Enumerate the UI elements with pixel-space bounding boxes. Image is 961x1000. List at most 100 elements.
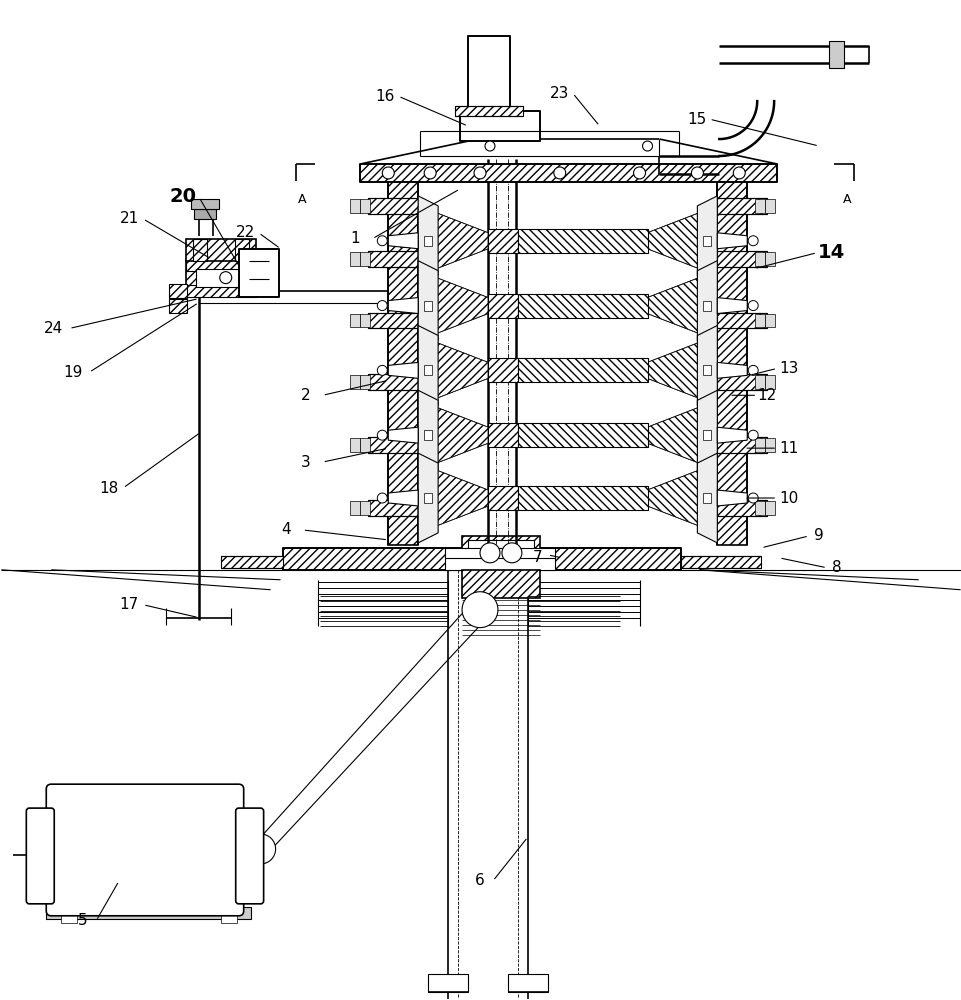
Bar — [517, 486, 647, 510]
Circle shape — [554, 167, 565, 179]
Bar — [350, 438, 360, 452]
Bar — [368, 198, 418, 214]
Polygon shape — [647, 463, 717, 533]
Circle shape — [691, 167, 702, 179]
Text: 8: 8 — [831, 560, 841, 575]
Polygon shape — [717, 490, 747, 506]
Polygon shape — [388, 233, 418, 249]
Bar — [368, 374, 418, 390]
Polygon shape — [697, 326, 717, 415]
Text: 6: 6 — [475, 873, 484, 888]
Polygon shape — [388, 490, 418, 506]
Polygon shape — [717, 233, 747, 249]
Circle shape — [502, 543, 521, 563]
Polygon shape — [418, 271, 487, 340]
Polygon shape — [418, 335, 487, 405]
Circle shape — [461, 592, 498, 628]
Bar — [461, 536, 539, 571]
Circle shape — [748, 493, 757, 503]
Bar — [192, 239, 207, 261]
Circle shape — [377, 493, 387, 503]
Text: 21: 21 — [119, 211, 138, 226]
Bar — [196, 269, 245, 287]
Bar — [424, 430, 431, 440]
Circle shape — [245, 834, 275, 864]
Polygon shape — [418, 400, 487, 470]
Polygon shape — [418, 335, 487, 405]
Text: 1: 1 — [350, 231, 359, 246]
Text: 4: 4 — [281, 522, 290, 537]
Polygon shape — [418, 463, 487, 533]
Bar — [461, 570, 539, 598]
Bar — [702, 493, 710, 503]
Circle shape — [474, 167, 485, 179]
Circle shape — [377, 365, 387, 375]
Bar — [360, 164, 776, 182]
Bar — [404, 301, 411, 311]
Circle shape — [748, 430, 757, 440]
Circle shape — [382, 167, 394, 179]
Bar — [46, 907, 251, 919]
Polygon shape — [388, 362, 418, 378]
Bar — [368, 437, 418, 453]
Bar — [238, 249, 279, 297]
Text: 19: 19 — [63, 365, 83, 380]
Text: 2: 2 — [301, 388, 310, 403]
Bar — [234, 239, 248, 261]
Bar — [283, 548, 680, 570]
Bar — [459, 111, 539, 141]
Text: 20: 20 — [169, 187, 196, 206]
Circle shape — [748, 301, 757, 311]
Polygon shape — [697, 453, 717, 543]
Polygon shape — [647, 335, 717, 405]
Circle shape — [748, 365, 757, 375]
Text: A: A — [842, 193, 850, 206]
Bar — [468, 540, 533, 567]
Text: 7: 7 — [532, 550, 542, 565]
Bar — [360, 252, 370, 266]
Text: 13: 13 — [778, 361, 798, 376]
Polygon shape — [647, 400, 717, 470]
Text: 22: 22 — [235, 225, 255, 240]
Text: 11: 11 — [778, 441, 798, 456]
Circle shape — [377, 301, 387, 311]
Polygon shape — [418, 453, 437, 543]
Bar — [400, 429, 418, 441]
Bar — [360, 375, 370, 389]
Bar — [702, 430, 710, 440]
Bar — [717, 374, 766, 390]
Bar — [350, 199, 360, 213]
Bar — [754, 199, 764, 213]
Text: 5: 5 — [78, 913, 87, 928]
Bar — [360, 199, 370, 213]
Bar — [754, 438, 764, 452]
Polygon shape — [418, 206, 487, 276]
Polygon shape — [418, 261, 437, 350]
Bar — [717, 251, 766, 267]
Bar — [507, 974, 547, 992]
Bar — [517, 358, 647, 382]
Bar — [424, 301, 431, 311]
Bar — [723, 365, 730, 375]
Bar — [190, 199, 218, 209]
Circle shape — [633, 167, 645, 179]
Text: 16: 16 — [375, 89, 395, 104]
Polygon shape — [717, 298, 747, 314]
Polygon shape — [717, 362, 747, 378]
Bar — [754, 375, 764, 389]
Bar — [723, 493, 730, 503]
Text: 15: 15 — [687, 112, 706, 127]
Bar — [388, 176, 418, 545]
Circle shape — [377, 236, 387, 246]
Polygon shape — [418, 463, 487, 533]
Bar — [404, 493, 411, 503]
Polygon shape — [388, 427, 418, 443]
Circle shape — [219, 272, 232, 284]
Text: 17: 17 — [119, 597, 138, 612]
Bar — [169, 299, 186, 313]
Bar — [368, 251, 418, 267]
Bar — [723, 236, 730, 246]
Polygon shape — [697, 196, 717, 286]
Bar — [702, 301, 710, 311]
Bar — [455, 106, 523, 116]
